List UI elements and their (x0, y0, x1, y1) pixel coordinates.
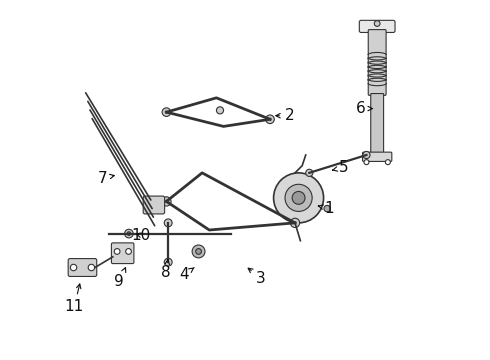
Circle shape (162, 197, 171, 206)
Circle shape (127, 232, 131, 235)
Text: 4: 4 (179, 267, 194, 282)
FancyBboxPatch shape (143, 196, 165, 214)
FancyBboxPatch shape (111, 243, 134, 264)
Circle shape (124, 229, 133, 238)
Circle shape (114, 249, 120, 254)
Circle shape (364, 159, 369, 165)
Text: 9: 9 (114, 267, 126, 289)
Circle shape (164, 219, 172, 227)
Circle shape (217, 107, 223, 114)
Text: 1: 1 (318, 201, 334, 216)
Circle shape (306, 169, 313, 176)
Circle shape (292, 192, 305, 204)
Circle shape (291, 218, 300, 228)
Circle shape (192, 245, 205, 258)
Text: 10: 10 (132, 228, 151, 243)
Circle shape (164, 258, 172, 266)
FancyBboxPatch shape (363, 152, 392, 161)
Circle shape (196, 249, 201, 254)
Circle shape (324, 205, 330, 212)
Text: 3: 3 (248, 268, 266, 286)
Text: 5: 5 (333, 160, 348, 175)
Circle shape (285, 184, 312, 211)
FancyBboxPatch shape (68, 258, 97, 276)
Circle shape (126, 249, 131, 254)
FancyBboxPatch shape (359, 20, 395, 32)
Text: 6: 6 (356, 101, 372, 116)
Circle shape (162, 108, 171, 116)
Circle shape (363, 152, 370, 158)
Circle shape (386, 159, 391, 165)
Circle shape (88, 264, 95, 271)
FancyBboxPatch shape (371, 94, 384, 156)
Circle shape (374, 21, 380, 26)
Text: 11: 11 (65, 284, 84, 314)
Circle shape (266, 115, 274, 123)
Text: 7: 7 (98, 171, 114, 186)
Text: 8: 8 (161, 260, 171, 280)
Circle shape (273, 173, 323, 223)
Text: 2: 2 (276, 108, 294, 123)
FancyBboxPatch shape (368, 30, 386, 95)
Circle shape (71, 264, 77, 271)
